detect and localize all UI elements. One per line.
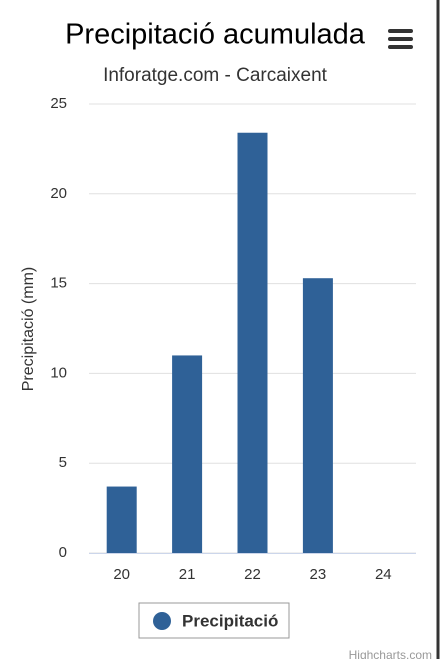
x-tick-label: 24 <box>375 566 392 583</box>
x-tick-label: 21 <box>179 566 196 583</box>
bar <box>172 355 203 553</box>
legend-label: Precipitació <box>182 611 278 630</box>
bar <box>106 486 137 553</box>
chart-subtitle: Inforatge.com - Carcaixent <box>103 65 328 86</box>
menu-bar <box>388 29 413 33</box>
credits[interactable]: Highcharts.com <box>349 648 432 662</box>
bar <box>237 132 268 553</box>
menu-button[interactable] <box>388 29 413 49</box>
legend[interactable]: Precipitació <box>138 602 290 639</box>
legend-marker <box>153 612 171 630</box>
y-axis-title: Precipitació (mm) <box>20 267 37 391</box>
y-tick-label: 5 <box>59 454 67 471</box>
y-tick-label: 10 <box>50 364 67 381</box>
x-tick-label: 20 <box>113 566 130 583</box>
x-tick-label: 22 <box>244 566 261 583</box>
bar <box>302 278 333 553</box>
y-tick-label: 0 <box>59 544 67 561</box>
chart-title: Precipitació acumulada <box>65 19 366 51</box>
menu-bar <box>388 37 413 41</box>
y-tick-label: 25 <box>50 95 67 112</box>
y-tick-label: 15 <box>50 275 67 292</box>
menu-bar <box>388 45 413 49</box>
x-tick-label: 23 <box>310 566 327 583</box>
y-tick-label: 20 <box>50 185 67 202</box>
